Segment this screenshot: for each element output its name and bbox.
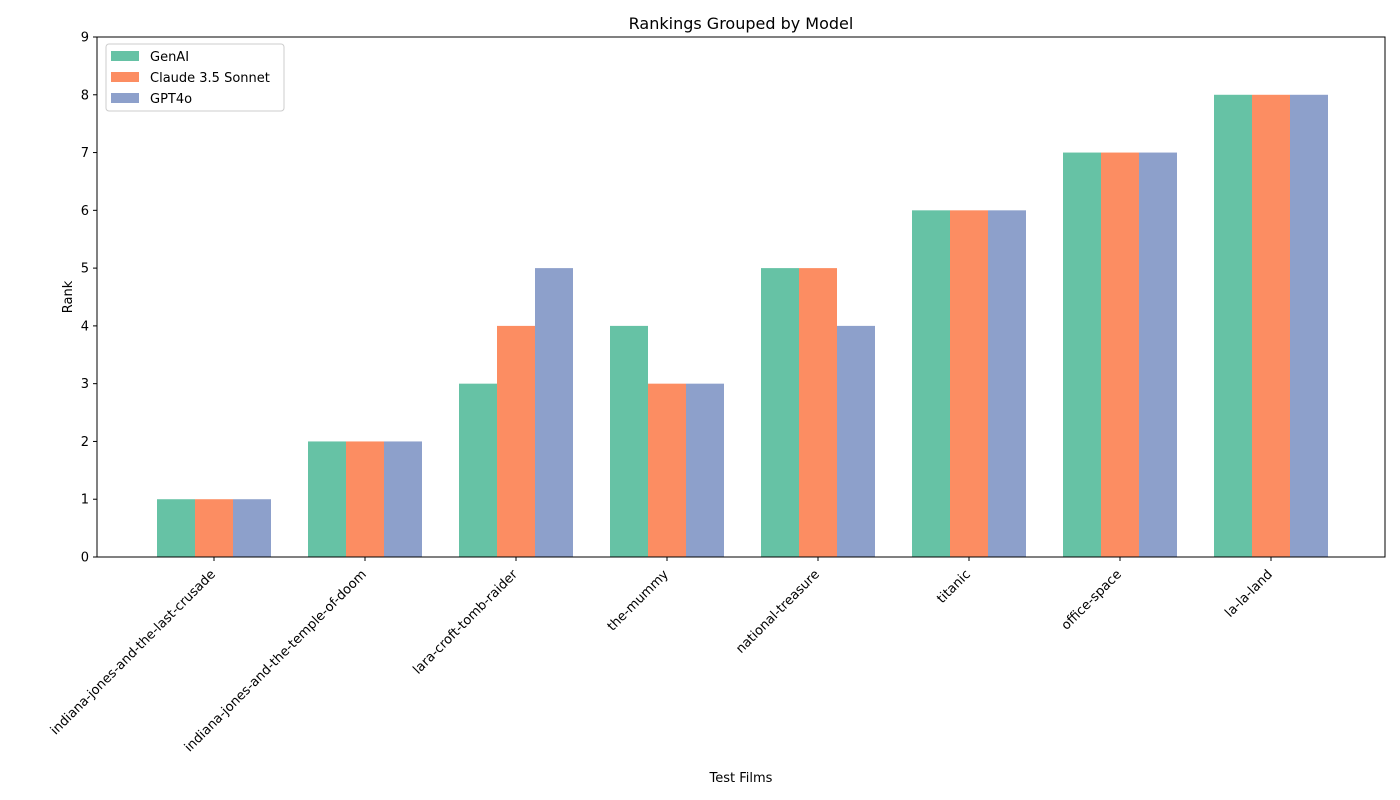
bar-genai-la-la-land bbox=[1214, 94, 1252, 558]
bar-gpt4o-la-la-land bbox=[1290, 94, 1328, 558]
bar-genai-national-treasure bbox=[761, 268, 799, 557]
bar-gpt4o-indiana-jones-and-the-temple-of-doom bbox=[384, 441, 422, 557]
y-tick-label: 8 bbox=[81, 88, 89, 103]
legend-swatch-claude-3-5-sonnet bbox=[111, 72, 139, 82]
bar-claude-3-5-sonnet-indiana-jones-and-the-temple-of-doom bbox=[346, 441, 384, 557]
y-axis-title: Rank bbox=[61, 280, 76, 313]
x-tick-label-national-treasure: national-treasure bbox=[733, 567, 823, 657]
bar-gpt4o-office-space bbox=[1139, 152, 1177, 558]
y-tick-label: 9 bbox=[81, 31, 89, 46]
y-axis: 0 1 2 3 4 5 6 7 8 9 bbox=[81, 31, 97, 566]
x-tick-label-indiana-jones-and-the-temple-of-doom: indiana-jones-and-the-temple-of-doom bbox=[182, 567, 370, 755]
y-tick-label: 0 bbox=[81, 551, 89, 566]
bar-genai-lara-croft-tomb-raider bbox=[459, 383, 497, 557]
bar-claude-3-5-sonnet-indiana-jones-and-the-last-crusade bbox=[195, 499, 233, 557]
y-tick-label: 6 bbox=[81, 204, 89, 219]
bar-gpt4o-titanic bbox=[988, 210, 1026, 558]
y-tick-label: 1 bbox=[81, 493, 89, 508]
x-tick-label-titanic: titanic bbox=[934, 567, 973, 606]
bar-gpt4o-indiana-jones-and-the-last-crusade bbox=[233, 499, 271, 557]
bar-genai-indiana-jones-and-the-last-crusade bbox=[157, 499, 195, 557]
bar-claude-3-5-sonnet-la-la-land bbox=[1252, 94, 1290, 558]
legend: GenAI Claude 3.5 Sonnet GPT4o bbox=[105, 43, 285, 112]
bar-genai-the-mummy bbox=[610, 325, 648, 557]
bar-genai-titanic bbox=[912, 210, 950, 558]
legend-swatch-gpt4o bbox=[111, 93, 139, 103]
x-tick-label-la-la-land: la-la-land bbox=[1222, 567, 1275, 620]
x-tick-label-indiana-jones-and-the-last-crusade: indiana-jones-and-the-last-crusade bbox=[48, 567, 219, 738]
bar-claude-3-5-sonnet-lara-croft-tomb-raider bbox=[497, 325, 535, 557]
x-axis-title: Test Films bbox=[709, 771, 773, 786]
bar-gpt4o-lara-croft-tomb-raider bbox=[535, 268, 573, 557]
y-tick-label: 4 bbox=[81, 319, 89, 334]
legend-label-gpt4o: GPT4o bbox=[150, 92, 192, 107]
legend-label-genai: GenAI bbox=[150, 50, 189, 65]
x-tick-label-the-mummy: the-mummy bbox=[605, 567, 672, 634]
legend-box bbox=[105, 43, 285, 112]
bars-layer bbox=[157, 94, 1328, 558]
y-tick-label: 5 bbox=[81, 262, 89, 277]
bar-gpt4o-national-treasure bbox=[837, 325, 875, 557]
chart-title: Rankings Grouped by Model bbox=[629, 14, 854, 33]
bar-genai-office-space bbox=[1063, 152, 1101, 558]
plot-frame bbox=[96, 36, 1386, 558]
x-axis: indiana-jones-and-the-last-crusadeindian… bbox=[48, 557, 1276, 755]
y-tick-label: 7 bbox=[81, 146, 89, 161]
bar-genai-indiana-jones-and-the-temple-of-doom bbox=[308, 441, 346, 557]
bar-claude-3-5-sonnet-the-mummy bbox=[648, 383, 686, 557]
bar-gpt4o-the-mummy bbox=[686, 383, 724, 557]
bar-claude-3-5-sonnet-titanic bbox=[950, 210, 988, 558]
y-tick-label: 2 bbox=[81, 435, 89, 450]
x-tick-label-office-space: office-space bbox=[1059, 567, 1125, 633]
bar-claude-3-5-sonnet-office-space bbox=[1101, 152, 1139, 558]
bar-claude-3-5-sonnet-national-treasure bbox=[799, 268, 837, 557]
legend-swatch-genai bbox=[111, 51, 139, 61]
legend-label-claude-3-5-sonnet: Claude 3.5 Sonnet bbox=[150, 71, 270, 86]
x-tick-label-lara-croft-tomb-raider: lara-croft-tomb-raider bbox=[410, 567, 521, 678]
y-tick-label: 3 bbox=[81, 377, 89, 392]
